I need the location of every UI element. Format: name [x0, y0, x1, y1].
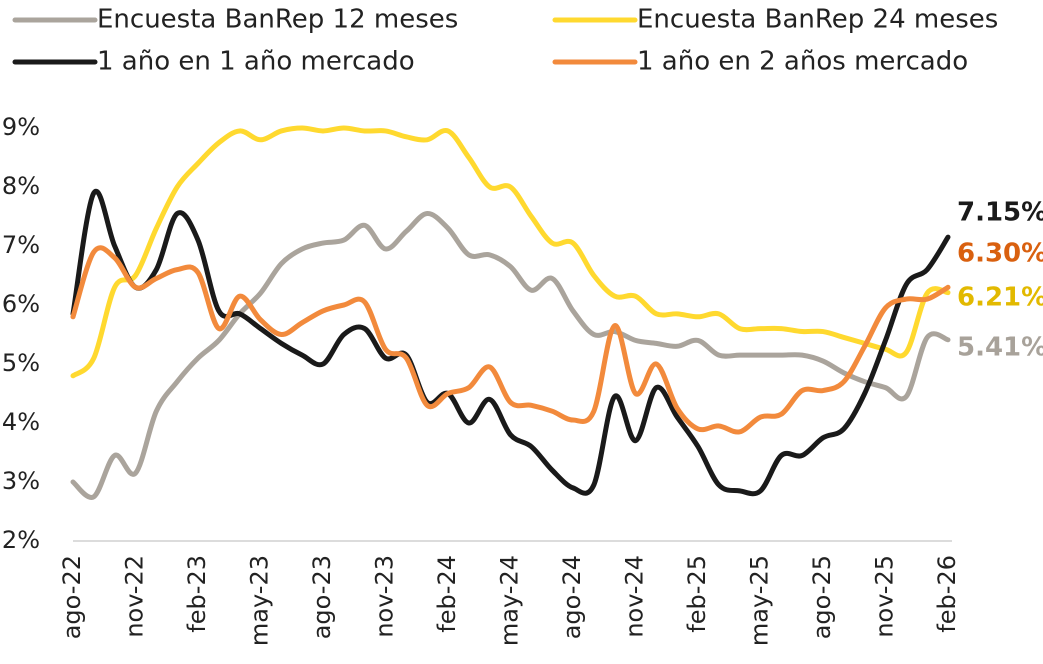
legend-label: 1 año en 1 año mercado [97, 47, 415, 77]
x-tick-label: nov-22 [121, 555, 149, 638]
legend-label: Encuesta BanRep 12 meses [97, 5, 458, 35]
x-tick-label: ago-25 [808, 555, 836, 639]
x-tick-label: may-24 [496, 555, 524, 646]
y-tick-label: 9% [2, 113, 40, 141]
x-tick-label: nov-23 [371, 555, 399, 638]
y-tick-label: 3% [2, 467, 40, 495]
x-tick-label: nov-25 [871, 555, 899, 638]
x-tick-label: feb-23 [183, 555, 211, 633]
x-tick-label: may-25 [746, 555, 774, 646]
x-tick-label: may-23 [246, 555, 274, 646]
end-label: 7.15% [957, 198, 1043, 228]
x-tick-label: ago-24 [558, 555, 586, 639]
y-tick-label: 2% [2, 526, 40, 554]
x-tick-label: feb-26 [933, 555, 961, 633]
x-tick-label: feb-24 [433, 555, 461, 633]
y-tick-label: 6% [2, 290, 40, 318]
x-tick-label: ago-22 [58, 555, 86, 639]
y-tick-label: 5% [2, 349, 40, 377]
legend-label: 1 año en 2 años mercado [637, 47, 968, 77]
x-tick-label: nov-24 [621, 555, 649, 638]
legend-label: Encuesta BanRep 24 meses [637, 5, 998, 35]
series-line [70, 188, 951, 497]
series-line [70, 245, 951, 435]
x-tick-label: feb-25 [683, 555, 711, 633]
y-tick-label: 7% [2, 231, 40, 259]
series-line [70, 125, 951, 379]
y-tick-label: 8% [2, 172, 40, 200]
series-line [70, 211, 951, 500]
y-tick-label: 4% [2, 408, 40, 436]
x-tick-label: ago-23 [308, 555, 336, 639]
end-label: 6.21% [957, 283, 1043, 313]
end-label: 5.41% [957, 333, 1043, 363]
end-label: 6.30% [957, 239, 1043, 269]
